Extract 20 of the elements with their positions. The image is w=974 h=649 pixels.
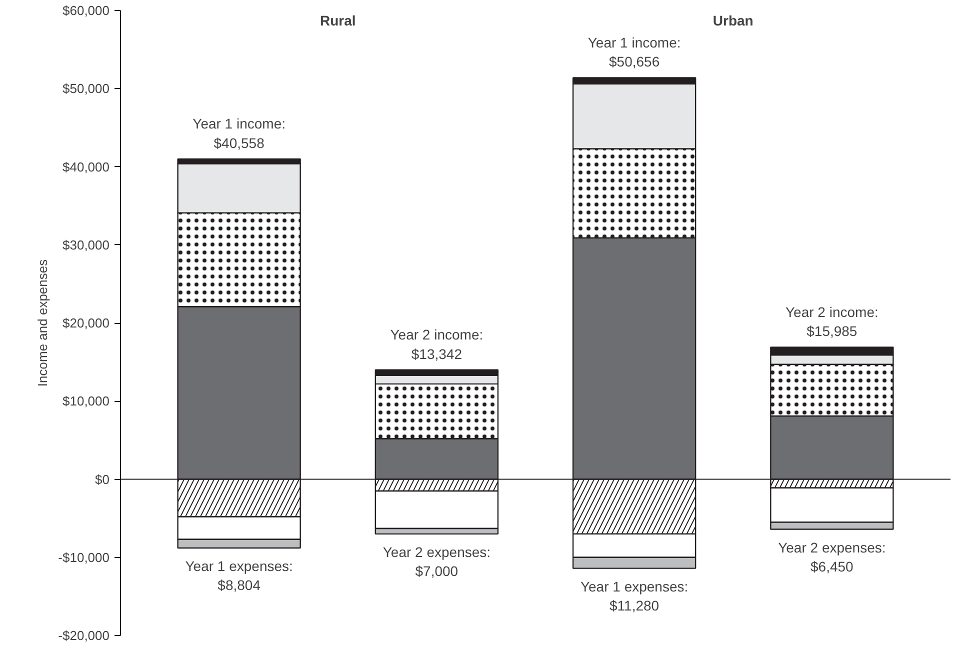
- annotation: Year 2 expenses: $6,450: [778, 539, 886, 574]
- y-tick-label: $20,000: [62, 316, 110, 330]
- y-axis-title: Income and expenses: [35, 258, 50, 387]
- annotation: Year 1 income: $40,558: [192, 116, 286, 151]
- annotation: Year 2 income: $15,985: [785, 304, 878, 340]
- annotation: Year 1 expenses: $8,804: [185, 558, 293, 594]
- annotation: Rural: [320, 12, 356, 28]
- y-tick-label: $40,000: [62, 159, 110, 174]
- y-tick-label: $10,000: [62, 394, 110, 409]
- y-tick-label: $0: [95, 472, 110, 487]
- annotation: Year 2 expenses: $7,000: [382, 544, 491, 580]
- y-tick-label: $30,000: [62, 237, 110, 252]
- annotation: Year 1 expenses: $11,280: [580, 578, 688, 614]
- annotation: Urban: [712, 12, 754, 28]
- annotation: Year 1 income: $50,656: [588, 34, 681, 70]
- annotation: Year 2 income: $13,342: [390, 326, 484, 362]
- y-tick-label: -$20,000: [58, 628, 110, 643]
- y-tick-label: $60,000: [62, 3, 110, 18]
- y-tick-label: -$10,000: [58, 550, 110, 565]
- y-tick-label: $50,000: [62, 81, 110, 96]
